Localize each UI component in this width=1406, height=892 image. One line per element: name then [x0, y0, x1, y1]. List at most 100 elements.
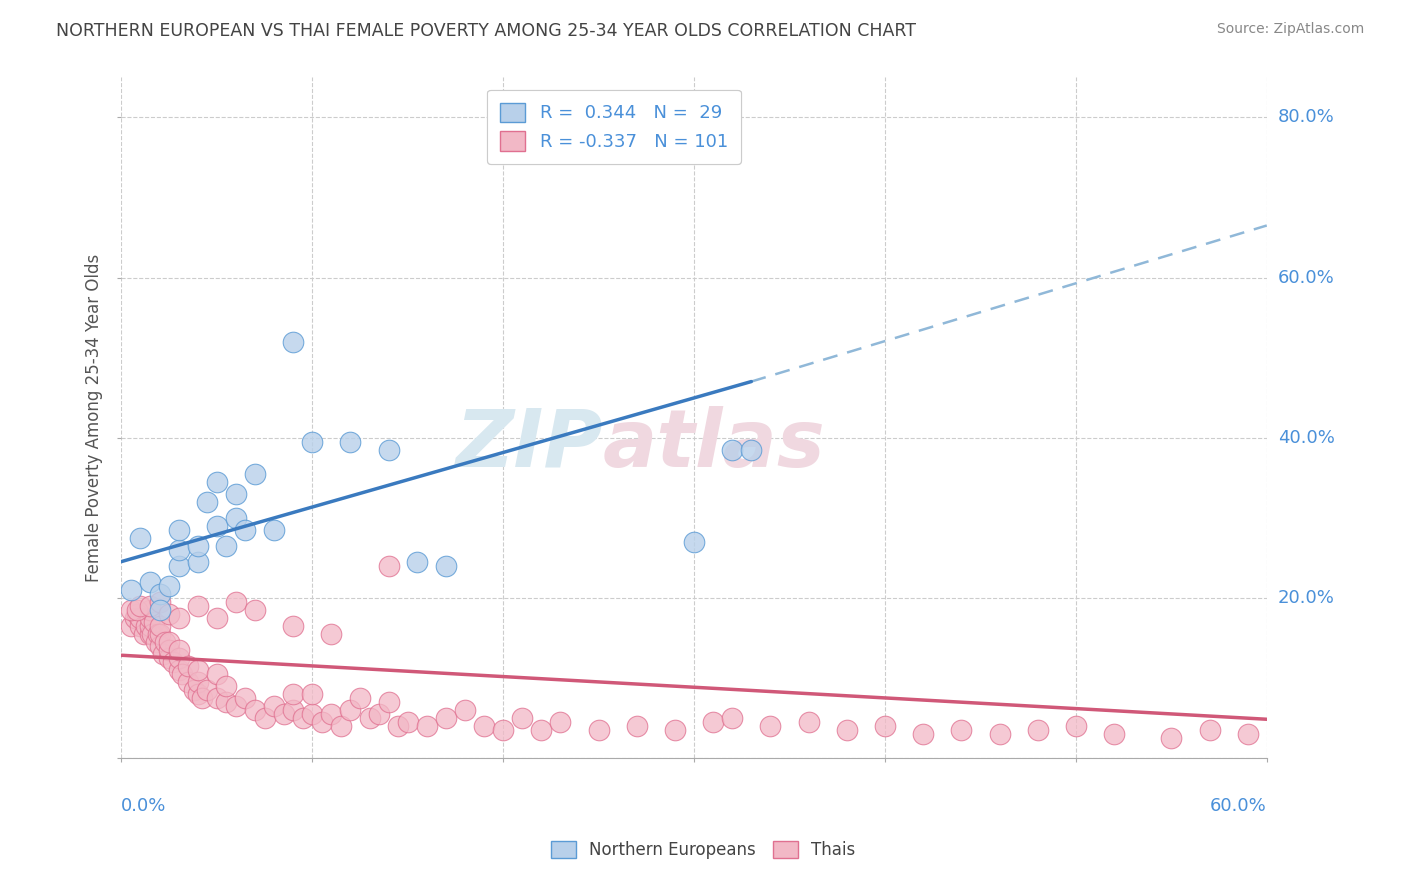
Point	[157, 650, 180, 665]
Point	[235, 523, 257, 537]
Point	[588, 723, 610, 737]
Point	[190, 690, 212, 705]
Point	[243, 602, 266, 616]
Point	[177, 674, 200, 689]
Point	[321, 706, 343, 721]
Point	[759, 719, 782, 733]
Point	[368, 706, 391, 721]
Legend: Northern Europeans, Thais: Northern Europeans, Thais	[544, 834, 862, 866]
Point	[120, 618, 142, 632]
Point	[215, 695, 238, 709]
Point	[187, 599, 209, 613]
Point	[205, 690, 228, 705]
Point	[434, 711, 457, 725]
Point	[215, 539, 238, 553]
Point	[740, 442, 762, 457]
Point	[187, 539, 209, 553]
Point	[406, 555, 429, 569]
Point	[139, 574, 162, 589]
Point	[301, 434, 323, 449]
Point	[530, 723, 553, 737]
Point	[172, 666, 194, 681]
Point	[283, 618, 305, 632]
Point	[721, 442, 744, 457]
Point	[273, 706, 295, 721]
Point	[359, 711, 381, 725]
Point	[225, 698, 247, 713]
Point	[157, 634, 180, 648]
Point	[263, 523, 285, 537]
Point	[195, 494, 218, 508]
Point	[205, 610, 228, 624]
Point	[205, 666, 228, 681]
Point	[301, 706, 323, 721]
Point	[139, 602, 162, 616]
Point	[167, 642, 190, 657]
Point	[139, 599, 162, 613]
Point	[311, 714, 333, 729]
Point	[125, 602, 148, 616]
Text: 60.0%: 60.0%	[1211, 797, 1267, 814]
Point	[225, 486, 247, 500]
Text: ZIP: ZIP	[456, 406, 602, 483]
Point	[135, 618, 157, 632]
Point	[377, 695, 399, 709]
Point	[148, 639, 170, 653]
Point	[243, 703, 266, 717]
Point	[167, 650, 190, 665]
Point	[148, 594, 170, 608]
Point	[416, 719, 439, 733]
Point	[148, 602, 170, 616]
Point	[139, 626, 162, 640]
Point	[683, 534, 706, 549]
Point	[145, 634, 167, 648]
Point	[205, 475, 228, 489]
Point	[134, 626, 156, 640]
Point	[177, 658, 200, 673]
Point	[141, 626, 163, 640]
Point	[1064, 719, 1087, 733]
Point	[339, 703, 361, 717]
Point	[301, 687, 323, 701]
Point	[187, 663, 209, 677]
Point	[1236, 726, 1258, 740]
Point	[157, 607, 180, 621]
Point	[155, 634, 177, 648]
Point	[873, 719, 896, 733]
Text: NORTHERN EUROPEAN VS THAI FEMALE POVERTY AMONG 25-34 YEAR OLDS CORRELATION CHART: NORTHERN EUROPEAN VS THAI FEMALE POVERTY…	[56, 22, 917, 40]
Legend: R =  0.344   N =  29, R = -0.337   N = 101: R = 0.344 N = 29, R = -0.337 N = 101	[488, 90, 741, 164]
Point	[1160, 731, 1182, 745]
Point	[253, 711, 276, 725]
Point	[283, 334, 305, 349]
Point	[550, 714, 572, 729]
Point	[235, 690, 257, 705]
Point	[146, 626, 169, 640]
Point	[167, 542, 190, 557]
Point	[454, 703, 477, 717]
Point	[225, 594, 247, 608]
Point	[339, 434, 361, 449]
Point	[283, 687, 305, 701]
Point	[291, 711, 314, 725]
Point	[183, 682, 205, 697]
Point	[129, 618, 152, 632]
Point	[157, 579, 180, 593]
Point	[187, 687, 209, 701]
Point	[125, 607, 148, 621]
Point	[377, 558, 399, 573]
Point	[187, 555, 209, 569]
Point	[162, 655, 184, 669]
Point	[1026, 723, 1049, 737]
Point	[377, 442, 399, 457]
Point	[139, 618, 162, 632]
Point	[142, 615, 165, 629]
Point	[167, 558, 190, 573]
Point	[721, 711, 744, 725]
Point	[702, 714, 724, 729]
Y-axis label: Female Poverty Among 25-34 Year Olds: Female Poverty Among 25-34 Year Olds	[86, 253, 103, 582]
Point	[835, 723, 858, 737]
Point	[472, 719, 495, 733]
Point	[148, 618, 170, 632]
Point	[396, 714, 419, 729]
Point	[510, 711, 533, 725]
